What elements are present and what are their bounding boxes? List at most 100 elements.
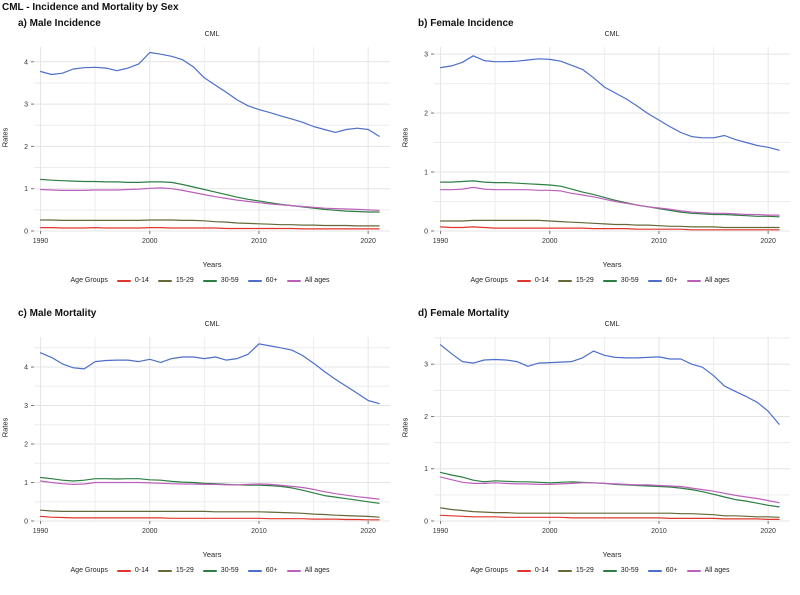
series-line-all-ages	[439, 186, 780, 216]
legend-label: 15-29	[175, 567, 194, 574]
panel-label: d) Female Mortality	[418, 308, 510, 319]
legend-line-swatch	[686, 569, 701, 572]
legend-label: All ages	[304, 277, 330, 284]
series-line-30-59	[39, 178, 380, 213]
tick-label: 1990	[433, 528, 449, 535]
legend-label: All ages	[304, 567, 330, 574]
tick-label: 4	[24, 59, 28, 66]
x-axis-label: Years	[602, 550, 622, 559]
tick-label: 0	[424, 229, 428, 236]
tick-label: 2010	[251, 528, 267, 535]
series-line-0-14	[39, 515, 380, 521]
legend-line-swatch	[647, 569, 662, 572]
tick-label: 2010	[651, 238, 667, 245]
panel-label: a) Male Incidence	[18, 18, 101, 29]
legend-label: 30-59	[620, 277, 639, 284]
tick-label: 3	[24, 102, 28, 109]
legend-line-swatch	[116, 569, 131, 572]
tick-label: 2000	[142, 238, 158, 245]
legend-line-swatch	[157, 279, 172, 282]
legend-line-swatch	[602, 569, 617, 572]
chart-grid: a) Male Incidence CML Rates 0 1 2 3 4 1990 200…	[0, 15, 800, 595]
panel-label: b) Female Incidence	[418, 18, 514, 29]
legend-item-60+: 60+	[247, 567, 278, 574]
y-axis-label: Rates	[0, 127, 10, 148]
tick-label: 2020	[760, 238, 776, 245]
legend-item-0-14: 0-14	[116, 277, 149, 284]
legend-line-swatch	[557, 279, 572, 282]
panel-female-mortality: d) Female Mortality CML Rates 0 1 2 3 1990 20…	[400, 305, 800, 595]
legend-item-60+: 60+	[647, 277, 678, 284]
tick-label: 2010	[651, 528, 667, 535]
tick-label: 3	[424, 52, 428, 59]
tick-label: 2000	[142, 528, 158, 535]
y-axis-label: Rates	[400, 127, 410, 148]
legend-item-15-29: 15-29	[557, 277, 594, 284]
legend-item-60+: 60+	[247, 277, 278, 284]
tick-label: 2020	[360, 528, 376, 535]
legend-line-swatch	[247, 569, 262, 572]
tick-label: 0	[424, 519, 428, 526]
legend-label: 60+	[265, 277, 278, 284]
series-line-15-29	[39, 509, 380, 518]
y-axis-label: Rates	[400, 417, 410, 438]
series-line-30-59	[39, 476, 380, 504]
tick-label: 2020	[360, 238, 376, 245]
legend-label: All ages	[704, 567, 730, 574]
panel-male-mortality: c) Male Mortality CML Rates 0 1 2 3 4 1990 200…	[0, 305, 400, 595]
tick-label: 2	[24, 144, 28, 151]
legend-item-15-29: 15-29	[157, 277, 194, 284]
legend-item-15-29: 15-29	[557, 567, 594, 574]
legend-label: 15-29	[575, 277, 594, 284]
tick-label: 0	[24, 229, 28, 236]
tick-label: 1	[424, 466, 428, 473]
chart-canvas: 0 1 2 3 1990 2000 2010 2020	[424, 47, 790, 245]
legend-line-swatch	[202, 279, 217, 282]
series-line-60+	[39, 343, 380, 405]
legend-line-swatch	[286, 279, 301, 282]
chart-canvas: 0 1 2 3 1990 2000 2010 2020	[424, 337, 790, 535]
tick-label: 1	[24, 186, 28, 193]
legend-item-0-14: 0-14	[116, 567, 149, 574]
tick-label: 0	[24, 519, 28, 526]
legend-label: 30-59	[220, 567, 239, 574]
series-line-30-59	[439, 180, 780, 218]
tick-label: 2000	[542, 238, 558, 245]
legend-line-swatch	[157, 569, 172, 572]
legend-line-swatch	[686, 279, 701, 282]
tick-label: 3	[24, 403, 28, 410]
legend-line-swatch	[202, 569, 217, 572]
x-axis-label: Years	[602, 260, 622, 269]
chart-subtitle: CML	[204, 321, 220, 328]
legend: Age Groups 0-14 15-29 30-59 60+ All ages	[0, 277, 400, 284]
legend-label: 30-59	[220, 277, 239, 284]
tick-label: 2010	[251, 238, 267, 245]
legend-item-30-59: 30-59	[202, 567, 239, 574]
tick-label: 2	[424, 414, 428, 421]
legend-label: All ages	[704, 277, 730, 284]
legend-title: Age Groups	[470, 567, 508, 574]
chart-subtitle: CML	[604, 31, 620, 38]
legend-item-all-ages: All ages	[686, 277, 730, 284]
chart-canvas: 0 1 2 3 4 1990 2000 2010 2020	[24, 337, 390, 535]
tick-label: 2000	[542, 528, 558, 535]
legend-line-swatch	[516, 569, 531, 572]
series-line-15-29	[439, 507, 780, 518]
tick-label: 2	[424, 111, 428, 118]
panel-label: c) Male Mortality	[18, 308, 97, 319]
legend-item-all-ages: All ages	[286, 567, 330, 574]
legend-line-swatch	[647, 279, 662, 282]
legend-label: 60+	[665, 277, 678, 284]
x-axis-label: Years	[202, 550, 222, 559]
legend-item-all-ages: All ages	[286, 277, 330, 284]
tick-label: 1	[424, 170, 428, 177]
legend-label: 15-29	[575, 567, 594, 574]
legend-item-15-29: 15-29	[157, 567, 194, 574]
series-line-all-ages	[39, 480, 380, 500]
legend-line-swatch	[516, 279, 531, 282]
chart-canvas: 0 1 2 3 4 1990 2000 2010 2020	[24, 47, 390, 245]
series-line-0-14	[439, 226, 780, 231]
panel-male-incidence: a) Male Incidence CML Rates 0 1 2 3 4 1990 200…	[0, 15, 400, 305]
legend-line-swatch	[286, 569, 301, 572]
series-line-0-14	[39, 227, 380, 230]
